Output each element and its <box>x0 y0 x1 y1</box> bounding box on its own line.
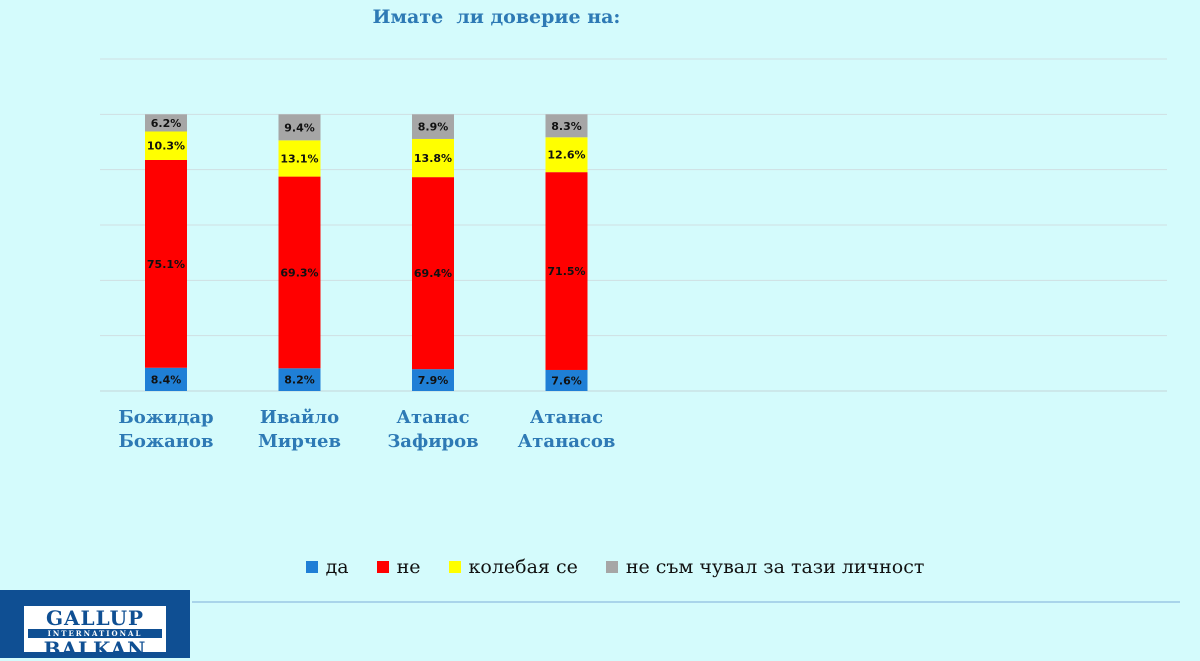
bar-segment <box>545 369 588 391</box>
legend: да не колебая се не съм чувал за тази лично… <box>0 556 1200 578</box>
bar-segment <box>145 159 187 368</box>
bar-segment <box>412 177 454 370</box>
legend-item: да <box>305 556 349 578</box>
bar-segment <box>545 137 588 173</box>
bars: 8.4% 75.1% 10.3% 6.2% 8.2% 69.3% 13.1% 9.4% 7.9%… <box>145 114 588 391</box>
legend-swatch <box>305 561 318 573</box>
logo-text-middle: INTERNATIONAL <box>28 629 162 638</box>
category-label: Атанасов <box>518 431 616 452</box>
legend-label: да <box>325 556 349 578</box>
legend-label: не съм чувал за тази личност <box>625 556 925 578</box>
category-label: Ивайло <box>260 407 339 428</box>
legend-swatch <box>376 561 389 573</box>
data-label: 8.2% <box>284 374 315 387</box>
bar-segment <box>145 367 187 391</box>
legend-label: колебая се <box>468 556 578 578</box>
category-label: Божанов <box>119 431 214 452</box>
data-label: 6.2% <box>151 117 182 130</box>
bar-segment <box>278 114 321 141</box>
data-label: 9.4% <box>284 121 315 134</box>
data-label: 8.4% <box>151 373 182 386</box>
data-label: 13.1% <box>280 152 318 165</box>
legend-item: колебая се <box>448 556 578 578</box>
data-label: 8.9% <box>418 121 449 134</box>
bar-segment <box>278 176 321 369</box>
bar-segment <box>412 369 454 391</box>
data-label: 69.4% <box>414 267 452 280</box>
category-labels: Божидар Божанов Ивайло Мирчев Атанас Зафиров А… <box>118 407 615 452</box>
data-label: 10.3% <box>147 140 185 153</box>
data-label: 69.3% <box>280 266 318 279</box>
bar-segment <box>145 131 187 160</box>
category-label: Атанас <box>530 407 603 428</box>
bar-segment <box>278 368 321 391</box>
gridlines <box>100 58 1167 392</box>
legend-item: не съм чувал за тази личност <box>605 556 925 578</box>
chart-title: Имате ли доверие на: <box>372 6 621 28</box>
bar-segment <box>412 138 454 178</box>
logo-text-bottom: BALKAN <box>43 637 147 661</box>
legend-item: не <box>376 556 421 578</box>
data-label: 71.5% <box>547 265 585 278</box>
category-label: Божидар <box>118 407 213 428</box>
data-label: 8.3% <box>551 120 582 133</box>
bar-segment <box>545 114 588 138</box>
legend-swatch <box>605 561 618 573</box>
data-label: 75.1% <box>147 258 185 271</box>
bar-segment <box>145 114 187 132</box>
logo-text-top: GALLUP <box>45 606 145 630</box>
data-label: 7.6% <box>551 374 582 387</box>
category-label: Зафиров <box>387 431 478 452</box>
data-label: 12.6% <box>547 149 585 162</box>
data-label: 13.8% <box>414 152 452 165</box>
legend-label: не <box>396 556 421 578</box>
gallup-logo: GALLUP INTERNATIONAL BALKAN <box>0 590 190 661</box>
category-label: Мирчев <box>258 431 341 452</box>
bar-segment <box>412 114 454 139</box>
category-label: Атанас <box>396 407 469 428</box>
stacked-bar-chart: 8.4% 75.1% 10.3% 6.2% 8.2% 69.3% 13.1% 9.4% 7.9%… <box>100 58 1167 452</box>
bar-segment <box>278 140 321 177</box>
legend-swatch <box>448 561 461 573</box>
data-label: 7.9% <box>418 374 449 387</box>
bar-segment <box>545 172 588 370</box>
footer-divider <box>192 601 1180 603</box>
